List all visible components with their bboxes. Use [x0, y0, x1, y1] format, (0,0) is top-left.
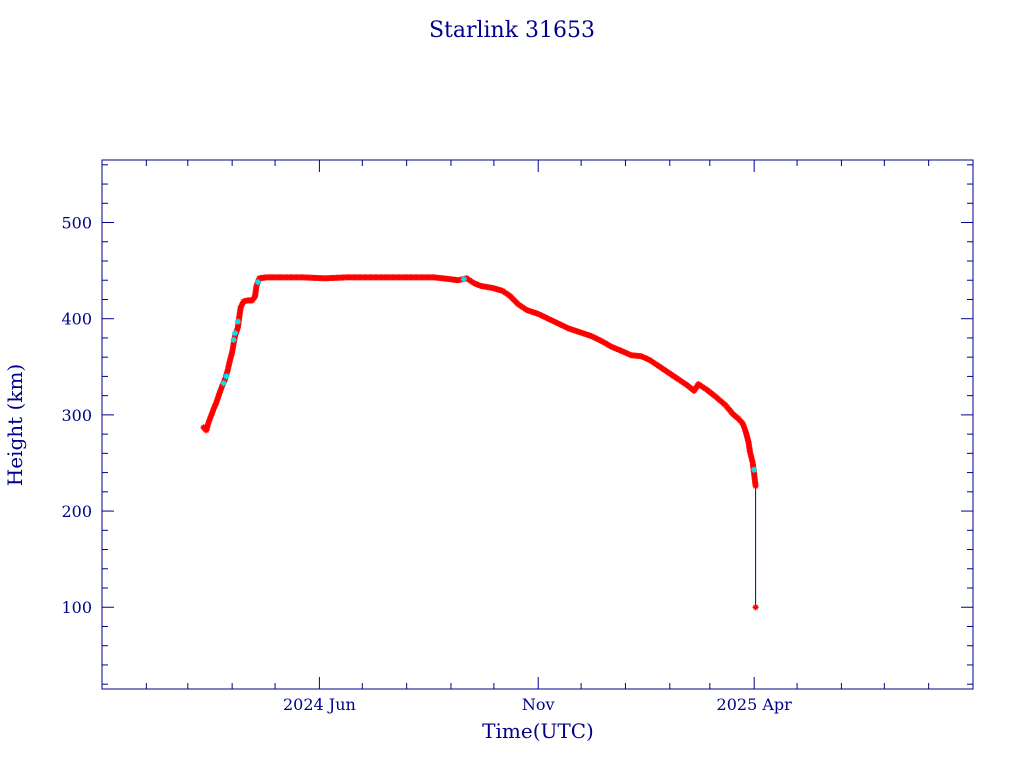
data-point-alt	[460, 276, 467, 283]
data-point	[752, 483, 759, 490]
data-point-alt	[220, 380, 227, 387]
data-point-alt	[234, 318, 241, 325]
x-tick-label: 2024 Jun	[283, 695, 356, 714]
data-point	[752, 604, 759, 611]
data-point-alt	[254, 279, 261, 286]
data-points	[200, 274, 759, 611]
axis-ticks	[102, 160, 973, 689]
plot-frame	[101, 159, 974, 690]
y-tick-label: 400	[61, 310, 92, 329]
y-tick-label: 300	[61, 406, 92, 425]
data-point-alt	[232, 330, 239, 337]
data-point-alt	[223, 373, 230, 380]
y-tick-label: 500	[61, 214, 92, 233]
x-axis-label: Time(UTC)	[482, 719, 594, 743]
y-tick-label: 100	[61, 598, 92, 617]
tick-labels: 100 200 300 400 500 2024 Jun Nov 2025 Apr	[61, 214, 792, 714]
data-point-alt	[230, 336, 237, 343]
x-tick-label: 2025 Apr	[717, 695, 793, 714]
x-tick-label: Nov	[522, 695, 555, 714]
data-point-alt	[751, 466, 758, 473]
y-tick-label: 200	[61, 502, 92, 521]
chart-title: Starlink 31653	[429, 18, 595, 43]
y-axis-label: Height (km)	[3, 364, 27, 486]
